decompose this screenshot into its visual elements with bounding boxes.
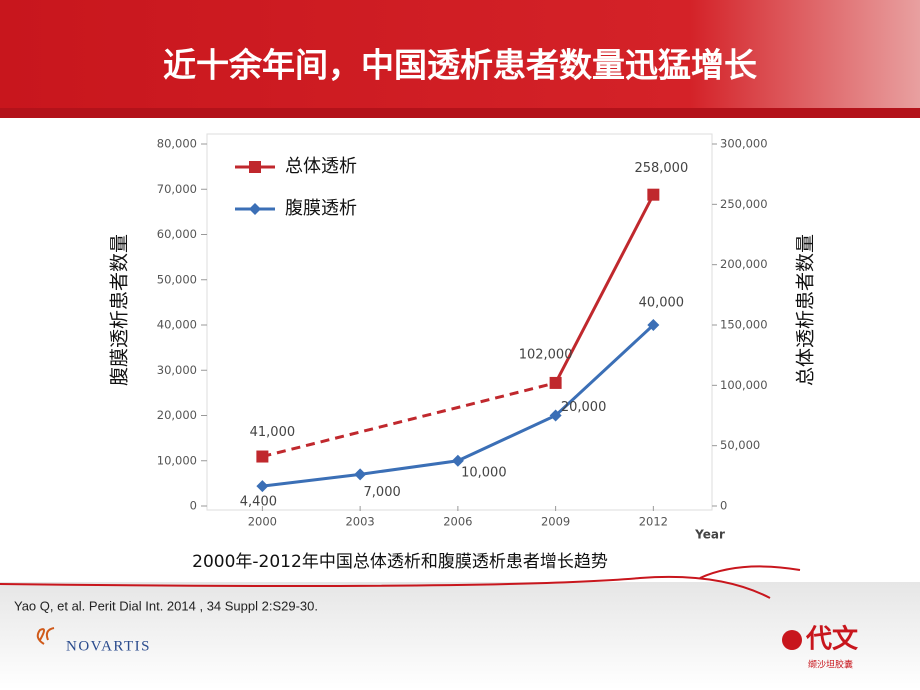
marker (256, 480, 269, 493)
y2-tick-label: 250,000 (720, 197, 768, 211)
data-label: 258,000 (634, 161, 688, 176)
data-label: 41,000 (250, 425, 296, 440)
y-tick-label: 10,000 (157, 453, 197, 467)
y-tick-label: 60,000 (157, 227, 197, 241)
plot-frame (206, 133, 713, 511)
marker (647, 188, 660, 201)
marker (451, 454, 464, 467)
x-axis-label: Year (694, 528, 725, 542)
marker (354, 468, 367, 481)
y-tick-label: 50,000 (157, 272, 197, 286)
y-tick-label: 70,000 (157, 182, 197, 196)
header-stripe (0, 108, 920, 118)
y2-axis-label: 总体透析患者数量 (795, 234, 817, 386)
data-label: 10,000 (461, 465, 507, 480)
legend-label: 总体透析 (285, 156, 357, 177)
data-label: 102,000 (519, 347, 573, 362)
x-tick-label: 2003 (345, 515, 374, 529)
logo-right-icon (782, 630, 802, 650)
legend-marker (249, 161, 261, 173)
slide-title: 近十余年间，中国透析患者数量迅猛增长 (163, 46, 757, 85)
line-segment (554, 193, 655, 384)
y-tick-label: 80,000 (157, 137, 197, 151)
y2-tick-label: 50,000 (720, 438, 760, 452)
y2-tick-label: 150,000 (720, 318, 768, 332)
y-axis-label: 腹膜透析患者数量 (109, 234, 131, 386)
x-tick-label: 2006 (443, 515, 472, 529)
y2-tick-label: 300,000 (720, 137, 768, 151)
line-segment (262, 381, 556, 458)
chart-caption: 2000年-2012年中国总体透析和腹膜透析患者增长趋势 (192, 552, 608, 572)
data-label: 7,000 (364, 485, 401, 500)
marker (549, 376, 562, 389)
y-tick-label: 30,000 (157, 363, 197, 377)
y-tick-label: 0 (190, 499, 197, 513)
y-tick-label: 40,000 (157, 318, 197, 332)
data-label: 20,000 (561, 400, 607, 415)
data-label: 40,000 (639, 296, 685, 311)
logo-right: 代文 (805, 624, 859, 655)
y2-tick-label: 200,000 (720, 257, 768, 271)
y2-tick-label: 100,000 (720, 378, 768, 392)
citation: Yao Q, et al. Perit Dial Int. 2014 , 34 … (14, 598, 318, 613)
footer-band (0, 582, 920, 690)
x-tick-label: 2000 (248, 515, 277, 529)
novartis-logo-icon (36, 627, 55, 645)
x-tick-label: 2012 (639, 515, 668, 529)
header-band (0, 0, 920, 118)
logo-right-sub: 缬沙坦胶囊 (808, 659, 853, 671)
marker (647, 319, 660, 331)
marker (256, 450, 269, 463)
y2-tick-label: 0 (720, 499, 727, 513)
legend-marker (249, 203, 261, 215)
marker (549, 409, 562, 422)
data-label: 4,400 (240, 495, 277, 510)
footer-curve (0, 565, 801, 599)
x-tick-label: 2009 (541, 515, 570, 529)
legend-label: 腹膜透析 (285, 198, 357, 219)
y-tick-label: 20,000 (157, 408, 197, 422)
logo-left: NOVARTIS (66, 638, 151, 654)
